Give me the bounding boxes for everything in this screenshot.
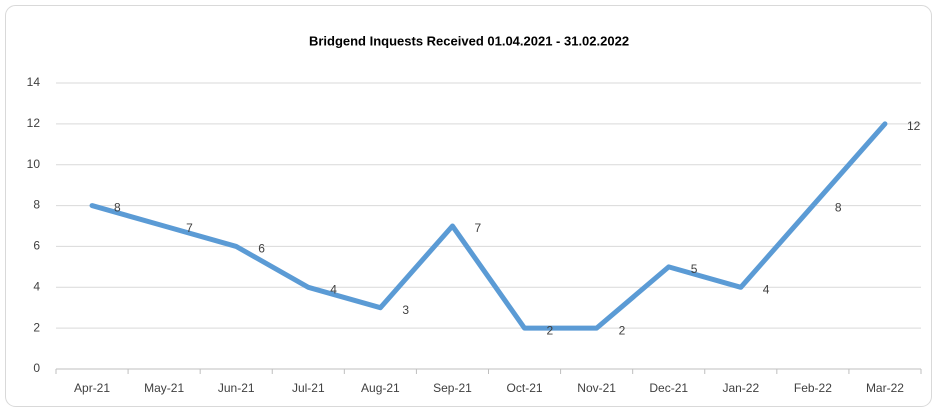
data-label: 8 <box>835 201 842 215</box>
y-tick-label: 6 <box>33 239 40 253</box>
x-tick-label: Aug-21 <box>361 381 400 395</box>
x-tick-label: Dec-21 <box>649 381 688 395</box>
y-tick-label: 0 <box>33 361 40 375</box>
y-tick-label: 2 <box>33 320 40 334</box>
data-label: 4 <box>330 282 337 296</box>
data-label: 6 <box>258 242 265 256</box>
x-tick-label: Jul-21 <box>292 381 325 395</box>
x-tick-label: Sep-21 <box>433 381 472 395</box>
y-tick-label: 10 <box>27 157 41 171</box>
x-tick-label: Mar-22 <box>866 381 904 395</box>
data-label: 2 <box>547 323 554 337</box>
data-label: 5 <box>691 262 698 276</box>
data-label: 2 <box>619 323 626 337</box>
y-tick-label: 8 <box>33 198 40 212</box>
data-label: 12 <box>907 119 921 133</box>
x-tick-label: Apr-21 <box>74 381 110 395</box>
x-tick-label: Oct-21 <box>507 381 543 395</box>
x-tick-label: Nov-21 <box>577 381 616 395</box>
y-tick-label: 14 <box>27 75 41 89</box>
y-tick-label: 4 <box>33 279 40 293</box>
data-label: 7 <box>474 221 481 235</box>
x-tick-label: Jun-21 <box>218 381 255 395</box>
data-label: 3 <box>402 303 409 317</box>
x-tick-label: Feb-22 <box>794 381 832 395</box>
chart-title: Bridgend Inquests Received 01.04.2021 - … <box>309 33 629 48</box>
x-tick-label: May-21 <box>144 381 184 395</box>
y-tick-label: 12 <box>27 116 41 130</box>
line-series <box>89 121 888 331</box>
data-label: 8 <box>114 201 121 215</box>
x-tick-label: Jan-22 <box>722 381 759 395</box>
data-label: 7 <box>186 221 193 235</box>
data-label: 4 <box>763 282 770 296</box>
